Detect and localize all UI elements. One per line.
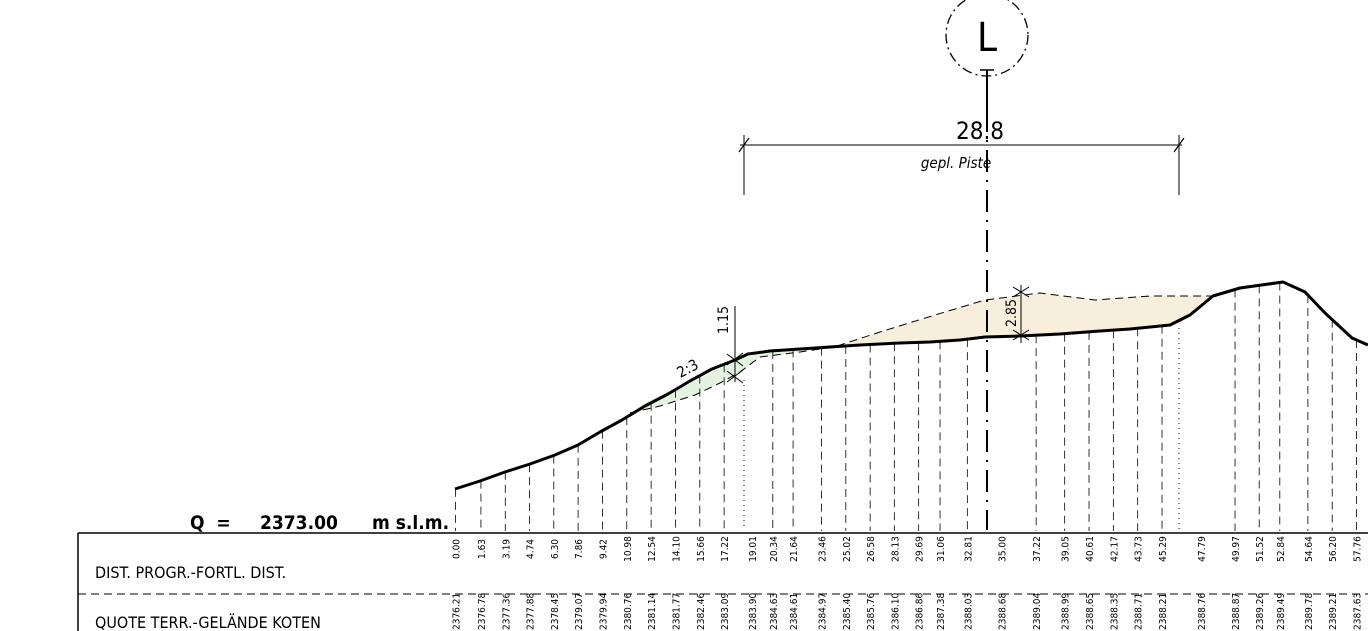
elevation-label: 2377.36	[501, 593, 512, 630]
elevation-label: 2379.07	[574, 593, 585, 630]
height-right-dimension	[1012, 285, 1030, 343]
distance-label: 23.46	[817, 536, 828, 562]
distance-label: 47.79	[1197, 536, 1208, 562]
elevation-label: 2389.04	[1032, 593, 1043, 630]
elevation-label: 2386.86	[915, 593, 926, 630]
distance-label: 49.97	[1231, 536, 1242, 562]
distance-label: 19.01	[748, 536, 759, 562]
distance-label: 32.81	[963, 536, 974, 562]
elevation-label: 2386.10	[890, 593, 901, 630]
elevation-label: 2389.26	[1255, 593, 1266, 630]
distance-labels: 0.00 1.63 3.19 4.74 6.30 7.86 9.42 10.98 12.54 14…	[452, 536, 1364, 562]
datum-unit: m s.l.m.	[372, 512, 449, 534]
elevation-label: 2389.49	[1276, 593, 1287, 630]
elevation-label: 2378.45	[550, 593, 561, 630]
elevation-label: 2381.77	[671, 593, 682, 630]
height-left-dimension	[726, 306, 744, 384]
elevation-label: 2388.21	[1158, 593, 1169, 630]
table-row-label-distance: DIST. PROGR.-FORTL. DIST.	[95, 563, 286, 582]
distance-label: 9.42	[598, 539, 609, 559]
elevation-label: 2381.14	[647, 593, 658, 630]
elevation-label: 2383.09	[720, 593, 731, 630]
elevation-labels: 2376.21 2376.78 2377.36 2377.88 2378.45 2379.…	[452, 593, 1364, 630]
axis-letter: L	[977, 15, 997, 61]
elevation-label: 2389.78	[1304, 593, 1315, 630]
elevation-label: 2382.46	[696, 593, 707, 630]
distance-label: 15.66	[696, 536, 707, 562]
elevation-label: 2376.78	[477, 593, 488, 630]
elevation-label: 2385.40	[842, 593, 853, 630]
height-right-label: 2.85	[1004, 299, 1020, 327]
distance-label: 20.34	[769, 536, 780, 562]
elevation-label: 2388.99	[1061, 593, 1072, 630]
datum-value: 2373.00	[260, 512, 338, 534]
distance-label: 12.54	[647, 536, 658, 562]
elevation-label: 2384.61	[789, 593, 800, 630]
elevation-label: 2388.03	[963, 593, 974, 630]
elevation-label: 2384.63	[769, 593, 780, 630]
proposed-piste-line	[629, 292, 1213, 414]
distance-label: 3.19	[501, 539, 512, 559]
distance-label: 42.17	[1109, 536, 1120, 562]
elevation-label: 2379.94	[598, 593, 609, 630]
height-left-label: 1.15	[716, 306, 732, 334]
distance-label: 29.69	[915, 536, 926, 562]
elevation-label: 2383.90	[748, 593, 759, 630]
piste-width-dimension	[738, 135, 1185, 195]
distance-label: 45.29	[1158, 536, 1169, 562]
fill-area	[630, 347, 830, 413]
distance-label: 39.05	[1061, 536, 1072, 562]
distance-label: 21.64	[789, 536, 800, 562]
distance-label: 40.61	[1085, 536, 1096, 562]
terrain-line	[454, 280, 1368, 491]
distance-label: 0.00	[452, 539, 463, 559]
distance-label: 57.76	[1353, 536, 1364, 562]
distance-label: 25.02	[842, 536, 853, 562]
station-lines	[455, 282, 1357, 531]
distance-label: 7.86	[574, 539, 585, 559]
distance-label: 37.22	[1032, 536, 1043, 562]
elevation-label: 2388.65	[1085, 593, 1096, 630]
elevation-label: 2376.21	[452, 593, 463, 630]
distance-label: 6.30	[550, 539, 561, 559]
elevation-label: 2380.76	[623, 593, 634, 630]
distance-label: 26.58	[866, 536, 877, 562]
distance-label: 14.10	[671, 536, 682, 562]
elevation-label: 2388.71	[1134, 593, 1145, 630]
elevation-label: 2389.21	[1328, 593, 1339, 630]
distance-label: 28.13	[890, 536, 901, 562]
table-row-label-elevation: QUOTE TERR.-GELÄNDE KOTEN	[95, 613, 321, 631]
piste-name: gepl. Piste	[921, 154, 991, 172]
distance-label: 54.64	[1304, 536, 1315, 562]
elevation-label: 2384.97	[817, 593, 828, 630]
distance-label: 43.73	[1134, 536, 1145, 562]
distance-label: 4.74	[525, 539, 536, 559]
axis-marker: L	[945, 0, 1029, 110]
distance-label: 52.84	[1276, 536, 1287, 562]
piste-width-value: 28.8	[956, 117, 1004, 145]
distance-label: 31.06	[936, 536, 947, 562]
elevation-label: 2388.76	[1197, 593, 1208, 630]
distance-label: 51.52	[1255, 536, 1266, 562]
elevation-label: 2388.87	[1231, 593, 1242, 630]
elevation-label: 2385.76	[866, 593, 877, 630]
elevation-label: 2388.35	[1109, 593, 1120, 630]
distance-label: 1.63	[477, 539, 488, 559]
distance-label: 10.98	[623, 536, 634, 562]
distance-label: 35.00	[998, 536, 1009, 562]
distance-label: 17.22	[720, 536, 731, 562]
elevation-label: 2387.63	[1353, 593, 1364, 630]
datum-prefix: Q =	[190, 512, 231, 534]
elevation-label: 2388.68	[998, 593, 1009, 630]
distance-label: 56.20	[1328, 536, 1339, 562]
elevation-label: 2377.88	[525, 593, 536, 630]
cut-area	[834, 293, 1213, 347]
elevation-label: 2387.38	[936, 593, 947, 630]
